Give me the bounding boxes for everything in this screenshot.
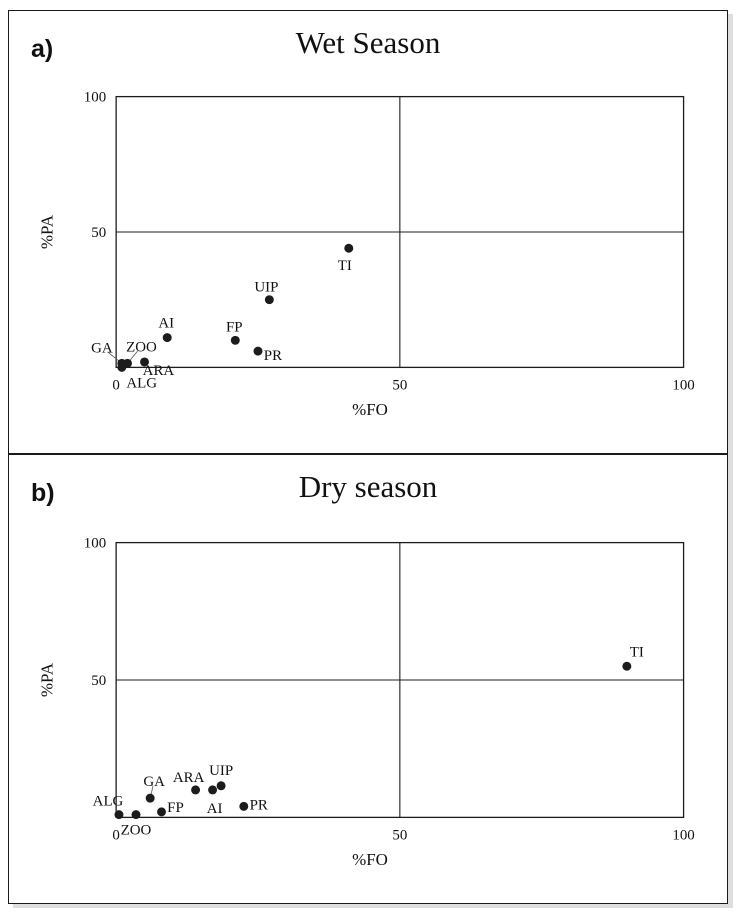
panel-b: b) Dry season 0 50 100 100 50 %FO %PA ALG ZOO GA F… (8, 454, 728, 904)
x-tick-label-0: 0 (112, 827, 119, 843)
x-axis-label: %FO (352, 850, 388, 869)
point-label-UIP: UIP (254, 280, 278, 296)
data-point-ARA (191, 785, 201, 795)
point-label-PR: PR (250, 797, 268, 813)
point-label-ZOO: ZOO (121, 823, 152, 839)
y-axis-label: %PA (37, 662, 56, 697)
x-tick-label-0: 0 (112, 377, 119, 393)
point-label-TI: TI (338, 258, 352, 274)
point-label-TI: TI (630, 644, 644, 660)
x-axis-label: %FO (352, 400, 388, 419)
y-tick-label-100: 100 (84, 536, 106, 552)
data-point-ALG (114, 810, 124, 820)
panel-b-title: Dry season (298, 469, 438, 504)
y-tick-label-50: 50 (91, 225, 106, 241)
data-point-TI (622, 661, 632, 671)
point-label-ARA: ARA (143, 363, 175, 379)
data-point-AI (208, 785, 218, 795)
panel-a-letter: a) (31, 35, 54, 63)
data-point-UIP (264, 295, 274, 305)
data-point-UIP (216, 781, 226, 791)
y-tick-label-100: 100 (84, 90, 106, 106)
point-label-GA: GA (143, 774, 165, 790)
point-label-ALG: ALG (126, 375, 157, 391)
x-tick-label-100: 100 (672, 827, 694, 843)
point-label-AI: AI (207, 801, 223, 817)
point-label-ARA: ARA (173, 770, 205, 786)
data-point-PR (239, 801, 249, 811)
data-point-ARA (140, 357, 149, 367)
x-tick-label-50: 50 (392, 377, 407, 393)
point-label-ALG: ALG (93, 794, 124, 810)
panel-b-letter: b) (31, 479, 55, 507)
data-point-ZOO (131, 810, 141, 820)
panel-a: a) Wet Season 0 50 100 100 50 %FO %PA ALG GA ZOO A… (8, 10, 728, 454)
y-tick-label-50: 50 (91, 673, 106, 689)
point-label-UIP: UIP (209, 763, 233, 779)
data-point-FP (230, 335, 240, 345)
point-label-GA: GA (91, 340, 113, 356)
x-tick-label-100: 100 (672, 377, 694, 393)
data-point-PR (253, 346, 263, 356)
data-point-FP (157, 807, 167, 817)
y-axis-label: %PA (37, 214, 56, 249)
point-label-AI: AI (158, 316, 174, 332)
panel-a-title: Wet Season (295, 25, 441, 60)
x-tick-label-50: 50 (392, 827, 407, 843)
data-point-TI (344, 243, 354, 253)
point-label-PR: PR (264, 348, 282, 364)
point-label-FP: FP (167, 800, 184, 816)
data-point-ZOO (123, 358, 132, 368)
data-point-GA (145, 793, 155, 803)
point-label-ZOO: ZOO (126, 339, 157, 355)
data-point-AI (162, 333, 172, 343)
point-label-FP: FP (226, 319, 243, 335)
